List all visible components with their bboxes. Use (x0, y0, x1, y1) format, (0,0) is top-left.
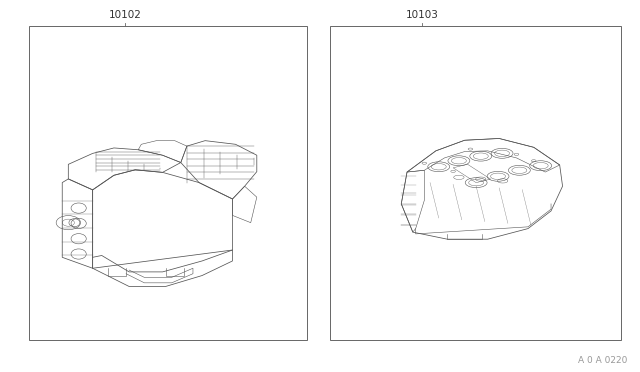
Text: A 0 A 0220: A 0 A 0220 (578, 356, 627, 365)
Text: 10103: 10103 (406, 10, 439, 20)
Bar (330, 26, 621, 340)
Bar (29, 26, 307, 340)
Text: 10102: 10102 (108, 10, 141, 20)
